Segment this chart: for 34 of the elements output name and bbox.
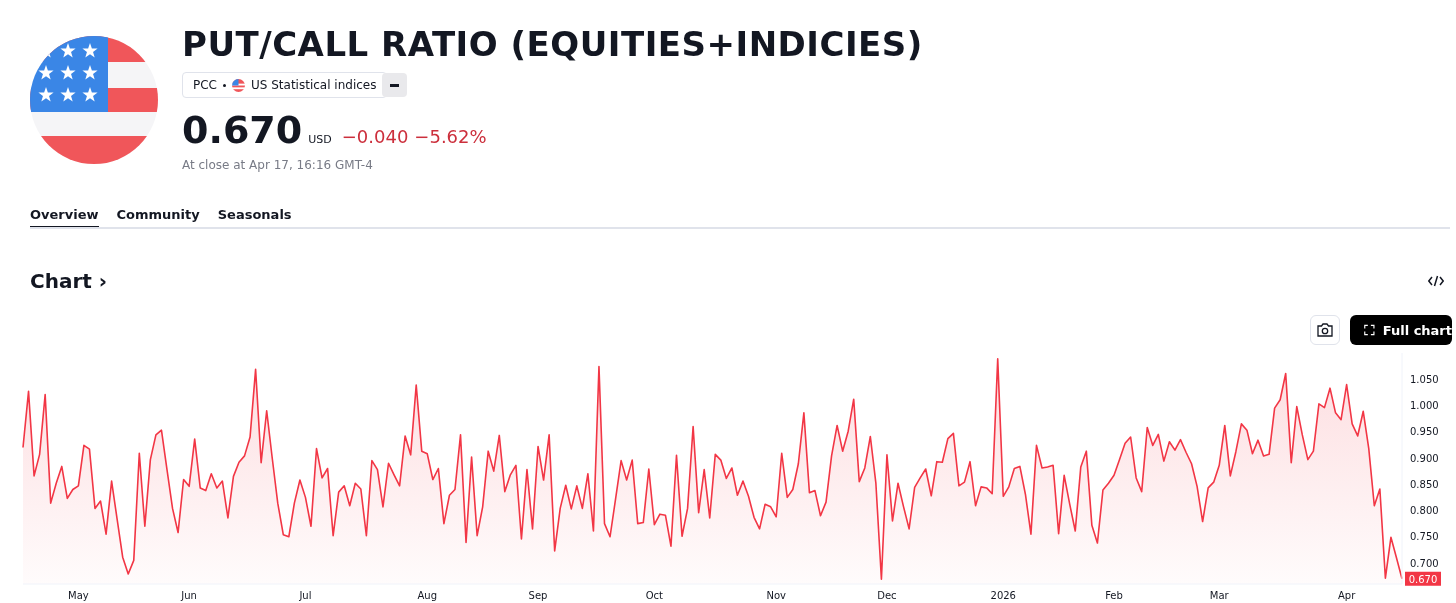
x-tick-label: 2026 bbox=[990, 590, 1016, 602]
y-tick-label: 0.850 bbox=[1410, 478, 1439, 490]
x-tick-label: Nov bbox=[766, 590, 787, 602]
annotation: 0.670 bbox=[1408, 573, 1438, 585]
y-tick-label: 0.700 bbox=[1410, 557, 1439, 569]
chart-title: PUT/CALL RATIO (EQUITIES+INDICIES) bbox=[182, 24, 923, 64]
x-tick-label: Jul bbox=[298, 590, 312, 602]
text: −5.62% bbox=[414, 126, 487, 147]
x-tick-label: May bbox=[68, 590, 89, 602]
text: Chart › bbox=[30, 269, 108, 293]
x-tick-label: Feb bbox=[1105, 590, 1123, 602]
text: USD bbox=[308, 133, 332, 146]
text: US Statistical indices bbox=[251, 78, 377, 92]
y-tick-label: 1.050 bbox=[1410, 373, 1439, 385]
text: −0.040 bbox=[341, 126, 409, 147]
x-tick-label: Sep bbox=[528, 590, 548, 602]
text: PCC bbox=[193, 78, 217, 92]
y-tick-label: 0.750 bbox=[1410, 531, 1439, 543]
x-tick-label: Aug bbox=[417, 590, 438, 602]
x-tick-label: Oct bbox=[645, 590, 664, 602]
text: Seasonals bbox=[217, 207, 292, 224]
x-tick-label: Mar bbox=[1209, 590, 1230, 602]
y-tick-label: 0.950 bbox=[1410, 426, 1439, 438]
y-tick-label: 0.800 bbox=[1410, 505, 1439, 517]
text: Full chart bbox=[1382, 322, 1452, 338]
text: At close at Apr 17, 16:16 GMT-4 bbox=[182, 158, 373, 172]
text: Community bbox=[116, 207, 200, 224]
x-tick-label: Apr bbox=[1337, 590, 1357, 602]
y-tick-label: 1.000 bbox=[1410, 400, 1439, 412]
y-tick-label: 0.900 bbox=[1410, 452, 1439, 464]
text: Overview bbox=[30, 207, 99, 228]
x-tick-label: Jun bbox=[180, 590, 197, 602]
text: 0.670 bbox=[182, 108, 303, 152]
x-tick-label: Dec bbox=[877, 590, 897, 602]
